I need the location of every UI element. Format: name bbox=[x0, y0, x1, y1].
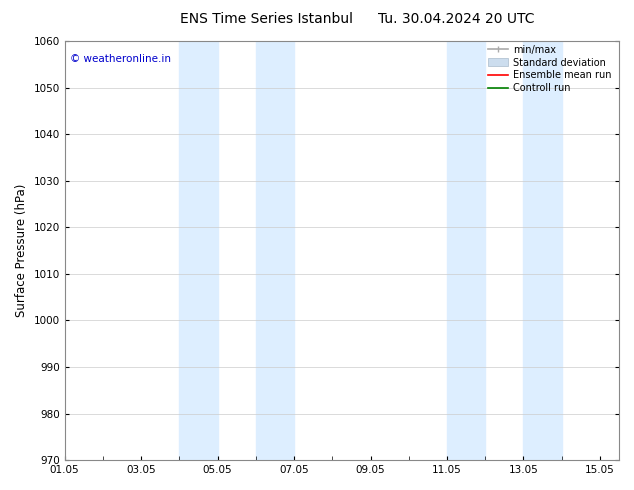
Bar bbox=[524, 41, 562, 460]
Bar bbox=[256, 41, 294, 460]
Text: © weatheronline.in: © weatheronline.in bbox=[70, 53, 171, 64]
Bar bbox=[179, 41, 217, 460]
Legend: min/max, Standard deviation, Ensemble mean run, Controll run: min/max, Standard deviation, Ensemble me… bbox=[486, 42, 614, 97]
Y-axis label: Surface Pressure (hPa): Surface Pressure (hPa) bbox=[15, 184, 28, 318]
Text: ENS Time Series Istanbul: ENS Time Series Istanbul bbox=[180, 12, 353, 26]
Text: Tu. 30.04.2024 20 UTC: Tu. 30.04.2024 20 UTC bbox=[378, 12, 534, 26]
Bar bbox=[447, 41, 485, 460]
